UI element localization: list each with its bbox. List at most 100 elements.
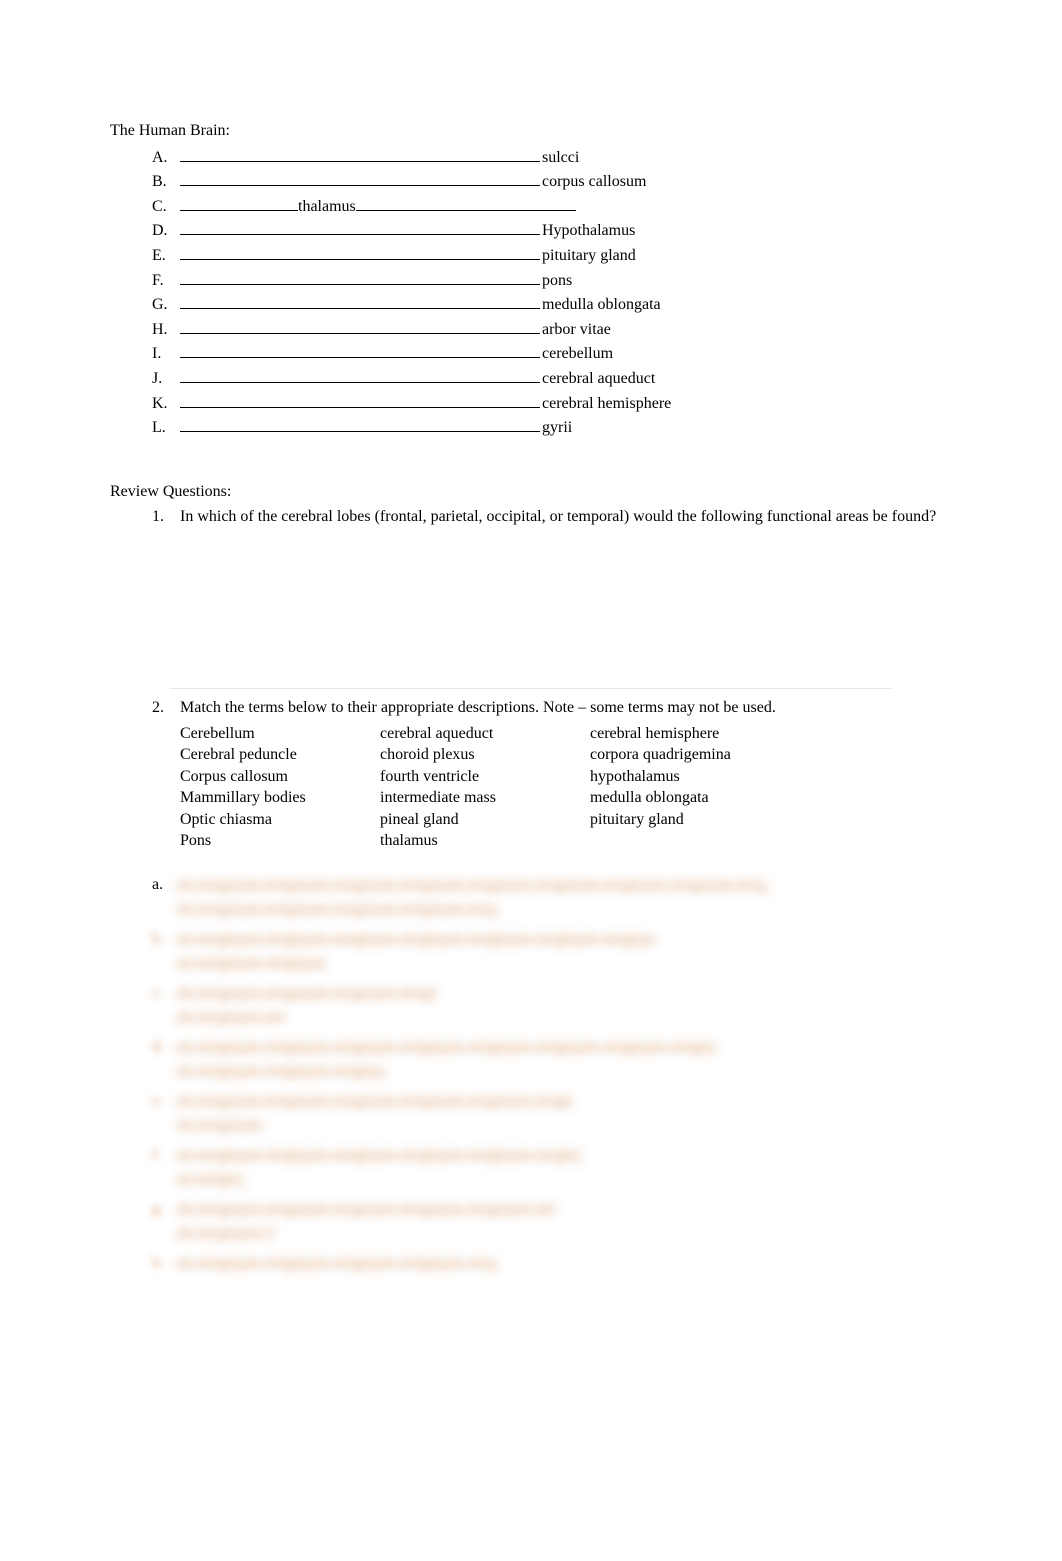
question-number: 1. <box>152 506 180 528</box>
answer-letter: h. <box>152 1252 176 1274</box>
blank-line <box>180 244 540 260</box>
row-letter: C. <box>152 196 180 218</box>
row-letter: B. <box>152 171 180 193</box>
answer-blurred-text: abcdefghijabcdefghijabcdefghijabcdefghij… <box>176 1090 952 1138</box>
row-letter: D. <box>152 220 180 242</box>
answer-letter: d. <box>152 1036 176 1058</box>
row-letter: A. <box>152 147 180 169</box>
question-text: Match the terms below to their appropria… <box>180 697 952 719</box>
answer-blurred-text: abcdefghijabcdefghijabcdefghijabcdefghij… <box>176 1144 952 1192</box>
blank-line <box>180 367 540 383</box>
answer-letter: c. <box>152 982 176 1004</box>
word-bank-term: Mammillary bodies <box>180 787 370 809</box>
row-term: corpus callosum <box>540 171 646 193</box>
answer-letter: f. <box>152 1144 176 1166</box>
row-letter: J. <box>152 368 180 390</box>
word-bank-term <box>590 830 790 852</box>
brain-term-row: B. corpus callosum <box>152 170 952 193</box>
question-text: In which of the cerebral lobes (frontal,… <box>180 506 952 528</box>
row-term: pituitary gland <box>540 245 636 267</box>
word-bank-term: cerebral hemisphere <box>590 723 790 745</box>
blank-line <box>180 392 540 408</box>
question-1: 1. In which of the cerebral lobes (front… <box>152 506 952 528</box>
answers-block: a. abcdefghijabcdefghijabcdefghijabcdefgh… <box>152 874 952 1276</box>
word-bank-term: Cerebral peduncle <box>180 744 370 766</box>
answer-row: b.abcdefghijabcdefghijabcdefghijabcdefgh… <box>152 928 952 976</box>
brain-term-row: E. pituitary gland <box>152 244 952 267</box>
blank-line <box>180 170 540 186</box>
row-letter: K. <box>152 393 180 415</box>
row-term: gyrii <box>540 417 572 439</box>
answer-blurred-text: abcdefghijabcdefghijabcdefghijabcdefghij… <box>176 1252 952 1276</box>
row-term: medulla oblongata <box>540 294 661 316</box>
spacer <box>110 441 952 475</box>
word-bank-term: corpora quadrigemina <box>590 744 790 766</box>
question-number: 2. <box>152 697 180 719</box>
divider <box>170 688 892 689</box>
blank-line <box>180 146 540 162</box>
blank-line <box>180 318 540 334</box>
answer-row: g.abcdefghijabcdefghijabcdefghijabcdefgh… <box>152 1198 952 1246</box>
row-letter: H. <box>152 319 180 341</box>
word-bank-term: cerebral aqueduct <box>380 723 580 745</box>
blank-line <box>180 219 540 235</box>
blank-line <box>180 293 540 309</box>
row-term: arbor vitae <box>540 319 611 341</box>
answer-letter: e. <box>152 1090 176 1112</box>
blank-line <box>180 195 298 211</box>
answer-row: c.abcdefghijabcdefghijabcdefghijabcdefgh… <box>152 982 952 1030</box>
row-letter: L. <box>152 417 180 439</box>
answer-row: f.abcdefghijabcdefghijabcdefghijabcdefgh… <box>152 1144 952 1192</box>
brain-term-row: L. gyrii <box>152 416 952 439</box>
brain-term-row: D. Hypothalamus <box>152 219 952 242</box>
brain-term-row: H. arbor vitae <box>152 318 952 341</box>
word-bank-term: medulla oblongata <box>590 787 790 809</box>
answer-blurred-text: abcdefghijabcdefghijabcdefghijabcdefghij… <box>176 874 956 922</box>
spacer <box>110 528 952 688</box>
blank-line <box>180 269 540 285</box>
answer-letter: a. <box>152 874 176 896</box>
brain-term-row: J. cerebral aqueduct <box>152 367 952 390</box>
row-term: cerebral aqueduct <box>540 368 655 390</box>
row-mid-term: thalamus <box>298 196 356 218</box>
blank-line <box>356 195 576 211</box>
answer-blurred-text: abcdefghijabcdefghijabcdefghijabcdefghij… <box>176 928 952 976</box>
question-2: 2. Match the terms below to their approp… <box>152 697 952 719</box>
answer-blurred-text: abcdefghijabcdefghijabcdefghijabcdefghij… <box>176 1036 952 1084</box>
word-bank-term: Corpus callosum <box>180 766 370 788</box>
answer-row: h.abcdefghijabcdefghijabcdefghijabcdefgh… <box>152 1252 952 1276</box>
word-bank-term: Pons <box>180 830 370 852</box>
word-bank-term: Cerebellum <box>180 723 370 745</box>
answer-row: d.abcdefghijabcdefghijabcdefghijabcdefgh… <box>152 1036 952 1084</box>
answer-letter: g. <box>152 1198 176 1220</box>
answer-letter: b. <box>152 928 176 950</box>
review-title: Review Questions: <box>110 481 952 503</box>
row-letter: I. <box>152 343 180 365</box>
answer-blurred-text: abcdefghijabcdefghijabcdefghijabcdefghij… <box>176 1198 952 1246</box>
word-bank: Cerebellum cerebral aqueduct cerebral hemi… <box>180 723 952 853</box>
row-letter: E. <box>152 245 180 267</box>
blank-line <box>180 416 540 432</box>
word-bank-term: choroid plexus <box>380 744 580 766</box>
answer-row: a.abcdefghijabcdefghijabcdefghijabcdefgh… <box>152 874 952 922</box>
word-bank-term: pineal gland <box>380 809 580 831</box>
brain-term-row: F.pons <box>152 269 952 292</box>
word-bank-term: hypothalamus <box>590 766 790 788</box>
brain-term-row: G. medulla oblongata <box>152 293 952 316</box>
row-letter: F. <box>152 270 180 292</box>
brain-term-list: A. sulcci B. corpus callosum C. thalamus D. Hyp… <box>110 146 952 439</box>
row-term: cerebral hemisphere <box>540 393 671 415</box>
brain-term-row: K. cerebral hemisphere <box>152 392 952 415</box>
row-letter: G. <box>152 294 180 316</box>
row-term: sulcci <box>540 147 579 169</box>
word-bank-term: pituitary gland <box>590 809 790 831</box>
row-term: Hypothalamus <box>540 220 635 242</box>
brain-term-row: I.cerebellum <box>152 342 952 365</box>
answer-row: e.abcdefghijabcdefghijabcdefghijabcdefgh… <box>152 1090 952 1138</box>
brain-term-row: A. sulcci <box>152 146 952 169</box>
answer-blurred-text: abcdefghijabcdefghijabcdefghijabcdefghab… <box>176 982 952 1030</box>
word-bank-term: Optic chiasma <box>180 809 370 831</box>
blank-line <box>180 342 540 358</box>
section-title: The Human Brain: <box>110 120 952 142</box>
word-bank-term: fourth ventricle <box>380 766 580 788</box>
